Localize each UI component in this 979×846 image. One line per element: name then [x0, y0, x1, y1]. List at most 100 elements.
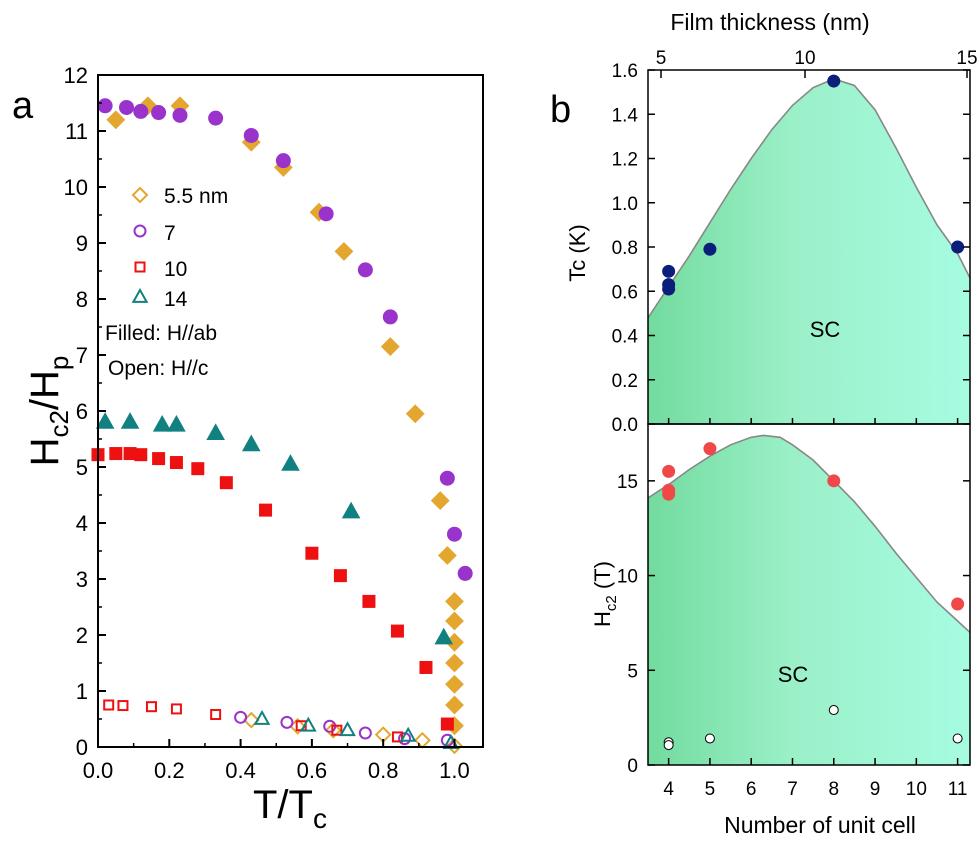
data-point-filled	[382, 309, 398, 325]
data-point-open	[210, 709, 222, 721]
y-tick-label: 1	[76, 679, 88, 704]
legend-marker	[133, 224, 147, 238]
panel-a-frame	[97, 74, 484, 748]
y-tick-label: 5	[76, 455, 88, 480]
thickness-tick-label: 10	[794, 48, 815, 69]
unit-cell-tick-label: 11	[948, 779, 968, 800]
data-point-open	[170, 703, 182, 715]
data-point-open	[253, 709, 271, 725]
legend-label-10nm: 10	[164, 258, 187, 281]
legend-note-open: Open: H//c	[108, 357, 208, 380]
unit-cell-tick-label: 5	[705, 779, 716, 800]
tc-points	[662, 74, 965, 296]
panel-a-x-axis-label: T/Tc	[253, 783, 327, 834]
data-point-filled	[206, 423, 225, 440]
tc-tick-label: 0.2	[612, 371, 638, 392]
data-point-open	[331, 724, 343, 736]
hc2-point-filled	[827, 474, 841, 488]
hc2-point-open	[828, 705, 839, 716]
tc-point	[951, 240, 965, 254]
data-point-filled	[457, 565, 473, 581]
unit-cell-tick-label: 6	[746, 779, 757, 800]
legend-marker	[134, 261, 146, 273]
tc-point	[662, 264, 676, 278]
data-point-filled	[172, 107, 188, 123]
tc-point	[662, 282, 676, 296]
data-point-filled	[106, 110, 126, 130]
unit-cell-tick-label: 4	[663, 779, 674, 800]
panel-b-bottom-ticks: 0 5 10 15 4 5 6 7 8 9 10 11	[617, 472, 970, 800]
data-point-filled	[333, 569, 347, 583]
y-tick-label: 2	[76, 623, 88, 648]
y-tick-label: 0	[76, 735, 88, 760]
hc2-tick-label: 10	[617, 567, 638, 588]
hc2-point-filled	[951, 597, 965, 611]
sc-region-label-bottom: SC	[778, 662, 809, 687]
panel-a-letter: a	[12, 85, 34, 127]
sc-region-hc2	[648, 435, 970, 765]
data-point-filled	[445, 611, 464, 631]
data-point-filled	[208, 110, 224, 126]
legend-marker	[131, 186, 149, 204]
panel-a-legend: 5.5 nm 7 10 14 Filled: H//ab Open: H//c	[105, 185, 228, 380]
y-tick-label: 7	[76, 343, 88, 368]
data-point-filled	[243, 127, 259, 143]
film-thickness-axis-label: Film thickness (nm)	[670, 9, 869, 35]
data-point-open	[358, 726, 372, 740]
hc2-boundary-line	[648, 434, 970, 633]
data-point-open	[446, 737, 463, 755]
legend-label-14nm: 14	[164, 288, 188, 311]
tc-point	[703, 242, 717, 256]
data-point-filled	[259, 503, 273, 517]
data-point-filled	[445, 653, 464, 673]
data-point-filled	[440, 717, 454, 731]
y-tick-label: 11	[65, 119, 88, 144]
y-tick-label: 6	[76, 399, 88, 424]
data-point-filled	[446, 526, 462, 542]
tc-tick-label: 1.4	[612, 105, 639, 126]
legend-label-7nm: 7	[164, 222, 176, 245]
tc-point	[827, 74, 841, 88]
data-point-filled	[318, 206, 334, 222]
data-point-open	[280, 715, 294, 729]
sc-region-label-top: SC	[810, 317, 841, 342]
data-point-filled	[445, 695, 464, 715]
panel-b-top: b SC 0.0 0.2 0.4 0.6 0.8 1.0 1.2 1.4 1.6 5 10 15 Fi…	[550, 9, 978, 436]
panel-b-letter: b	[550, 89, 571, 131]
x-tick-label: 0.4	[225, 758, 256, 783]
data-point-filled	[405, 404, 425, 424]
hc2-axis-label: Hc2 (T)	[590, 561, 620, 627]
x-tick-label: 0.2	[154, 758, 185, 783]
y-tick-label: 4	[76, 511, 88, 536]
data-point-filled	[95, 412, 115, 429]
data-point-filled	[341, 501, 361, 519]
hc2-tick-label: 0	[627, 756, 638, 777]
panel-a-data	[91, 96, 473, 755]
tc-tick-label: 1.6	[612, 61, 638, 82]
hc2-points	[662, 442, 965, 751]
data-point-filled	[305, 546, 319, 560]
data-point-filled	[390, 624, 404, 638]
panel-b-bottom-frame	[647, 423, 971, 766]
hc2-point-filled	[703, 442, 717, 456]
unit-cell-tick-label: 10	[906, 779, 927, 800]
data-point-filled	[133, 103, 149, 119]
unit-cell-axis-label: Number of unit cell	[724, 812, 916, 838]
tc-tick-label: 1.2	[612, 150, 638, 171]
hc2-tick-label: 15	[617, 472, 638, 493]
thickness-tick-label: 15	[956, 48, 977, 69]
data-point-open	[103, 699, 115, 711]
thickness-tick-label: 5	[656, 48, 667, 69]
data-point-filled	[275, 153, 291, 169]
tc-tick-label: 1.0	[612, 194, 638, 215]
data-point-open	[234, 710, 248, 724]
data-point-filled	[357, 262, 373, 278]
data-point-filled	[434, 627, 454, 645]
data-point-open	[391, 731, 403, 743]
data-point-open	[399, 726, 417, 742]
data-point-open	[299, 716, 317, 732]
